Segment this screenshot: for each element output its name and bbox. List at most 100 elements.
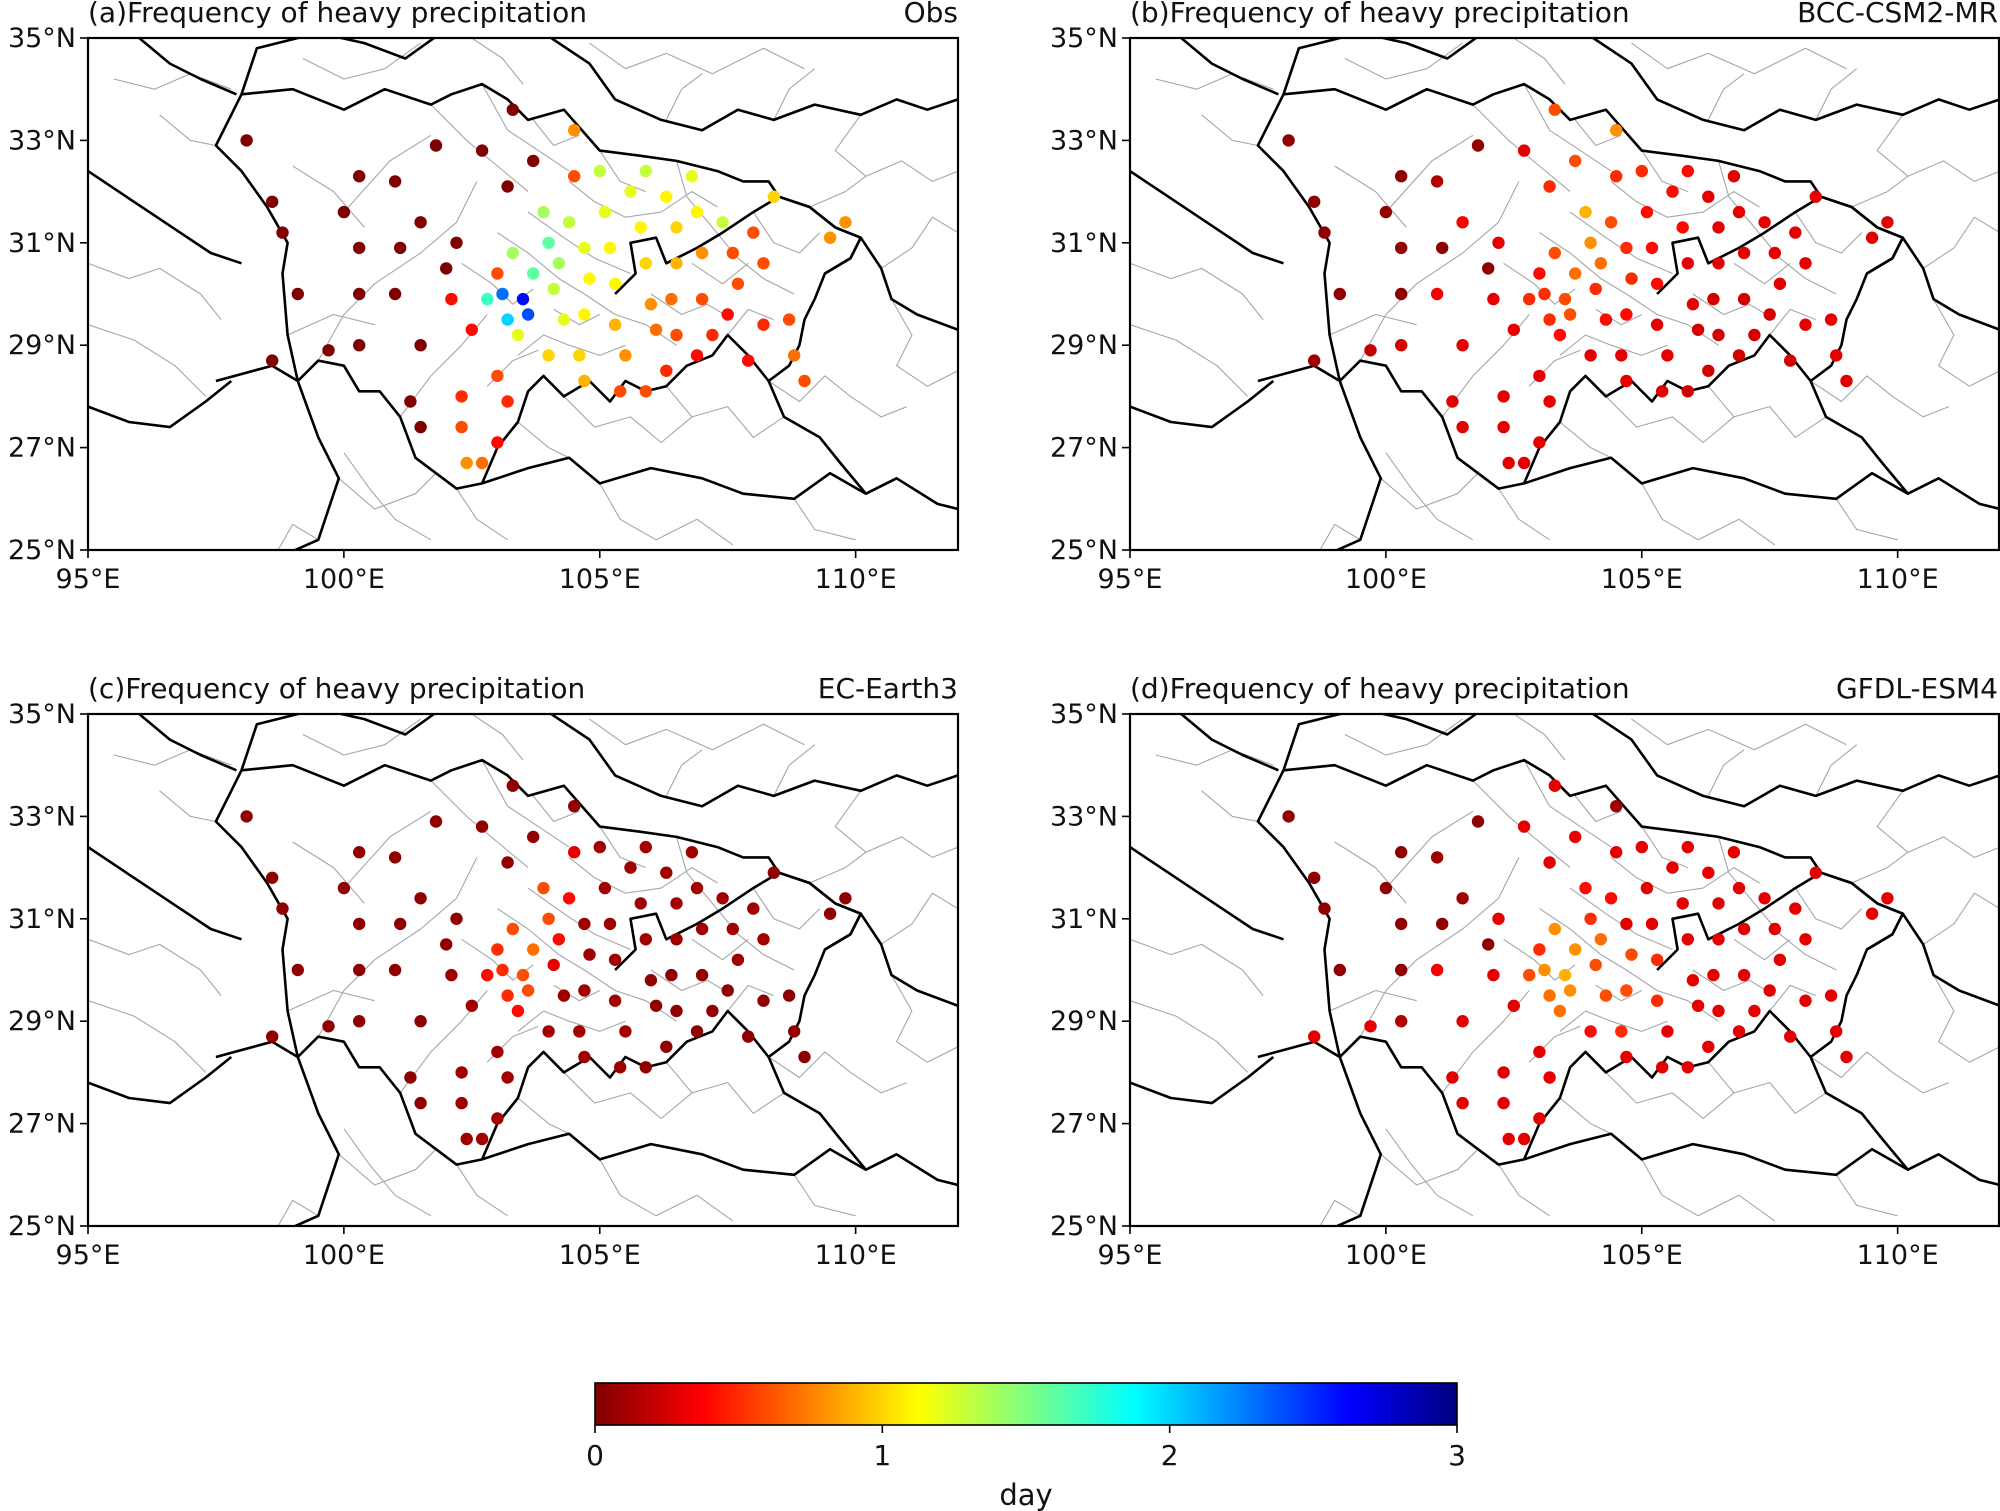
station-point [394, 241, 407, 255]
county-boundary [1933, 298, 2000, 387]
station-point [1579, 205, 1592, 219]
station-point [1548, 779, 1562, 792]
station-point [603, 241, 617, 255]
station-point [757, 994, 770, 1007]
station-point [1681, 257, 1695, 270]
station-point [1881, 216, 1894, 229]
station-point [644, 298, 658, 311]
station-point [1487, 292, 1500, 306]
station-point [1599, 313, 1613, 326]
station-point [1604, 216, 1618, 229]
station-point [491, 436, 504, 449]
county-boundary [691, 938, 749, 961]
station-point [445, 292, 458, 306]
station-point [266, 871, 279, 884]
lon-tick-label: 110°E [815, 564, 897, 595]
station-point [614, 385, 627, 398]
lat-tick-label: 29°N [1050, 1006, 1118, 1037]
station-point [1579, 881, 1592, 895]
county-boundary [675, 160, 795, 295]
county-boundary [1922, 216, 2000, 269]
county-boundary [589, 718, 805, 751]
colorbar-tick-label: 3 [1448, 1439, 1466, 1472]
station-point [557, 313, 571, 326]
county-boundary [1574, 795, 1622, 823]
county-boundary [343, 134, 432, 213]
county-boundary [481, 759, 570, 848]
county-boundary [1733, 938, 1791, 961]
station-point [690, 881, 704, 895]
tibet-boundary [1130, 846, 1284, 941]
county-boundary [1631, 718, 1847, 751]
station-point [440, 262, 453, 275]
panel-a-map [88, 38, 958, 550]
county-boundary [727, 308, 775, 336]
station-point [1533, 943, 1546, 956]
station-point [706, 1004, 719, 1018]
station-point [1610, 800, 1623, 813]
lat-tick-label: 33°N [1050, 801, 1118, 832]
station-point [1635, 164, 1649, 178]
station-point [1395, 287, 1408, 301]
station-point [1865, 231, 1879, 244]
colorbar-gradient [594, 1382, 1458, 1426]
lat-tick-label: 25°N [1050, 1211, 1118, 1242]
station-point [1379, 205, 1393, 219]
county-boundary [517, 1010, 626, 1032]
county-boundary [1201, 790, 1259, 823]
county-boundary [343, 452, 432, 541]
county-boundary [752, 887, 821, 930]
county-boundary [563, 1072, 693, 1120]
county-boundary [292, 165, 365, 228]
county-boundary [1851, 851, 1909, 884]
station-point [1446, 1071, 1459, 1084]
station-point [1497, 390, 1510, 403]
station-point [322, 344, 335, 357]
county-boundary [88, 1000, 207, 1073]
station-point [1282, 810, 1295, 823]
station-point [1456, 1096, 1469, 1110]
station-point [337, 881, 351, 895]
county-boundary [880, 216, 958, 269]
county-boundary [1794, 887, 1863, 930]
station-point [1620, 374, 1633, 388]
county-boundary [159, 790, 217, 823]
county-boundary [650, 969, 734, 997]
lat-tick-label: 33°N [8, 125, 76, 156]
qinghai-boundary [1180, 38, 1279, 96]
panel-b-stations [1282, 103, 1894, 470]
border-line [88, 1055, 233, 1105]
station-point [573, 1025, 586, 1038]
lon-tick-label: 100°E [1345, 564, 1427, 595]
county-boundary [338, 1148, 437, 1186]
lat-tick-label: 31°N [1050, 904, 1118, 935]
station-point [440, 938, 453, 951]
station-point [670, 897, 683, 910]
station-point [731, 277, 745, 290]
station-point [1333, 963, 1347, 977]
station-point [501, 989, 514, 1002]
station-point [1517, 820, 1531, 833]
station-point [1523, 292, 1536, 306]
station-point [1308, 1030, 1321, 1043]
station-point [1395, 1015, 1408, 1028]
station-point [552, 257, 565, 270]
station-point [639, 840, 652, 854]
station-point [475, 456, 489, 470]
county-boundary [809, 175, 867, 208]
station-point [1773, 277, 1787, 290]
station-point [742, 1030, 755, 1043]
station-point [598, 205, 612, 219]
station-point [1569, 830, 1582, 844]
station-point [1732, 1025, 1746, 1038]
county-boundary [1815, 744, 1858, 797]
station-point [782, 313, 796, 326]
station-point [1604, 892, 1618, 905]
panel-d-frame [1128, 712, 2000, 1228]
station-point [788, 1025, 801, 1038]
station-point [527, 154, 540, 168]
county-boundary [665, 1061, 785, 1114]
county-boundary [1155, 73, 1274, 90]
station-point [608, 318, 622, 331]
station-point [1543, 180, 1556, 193]
